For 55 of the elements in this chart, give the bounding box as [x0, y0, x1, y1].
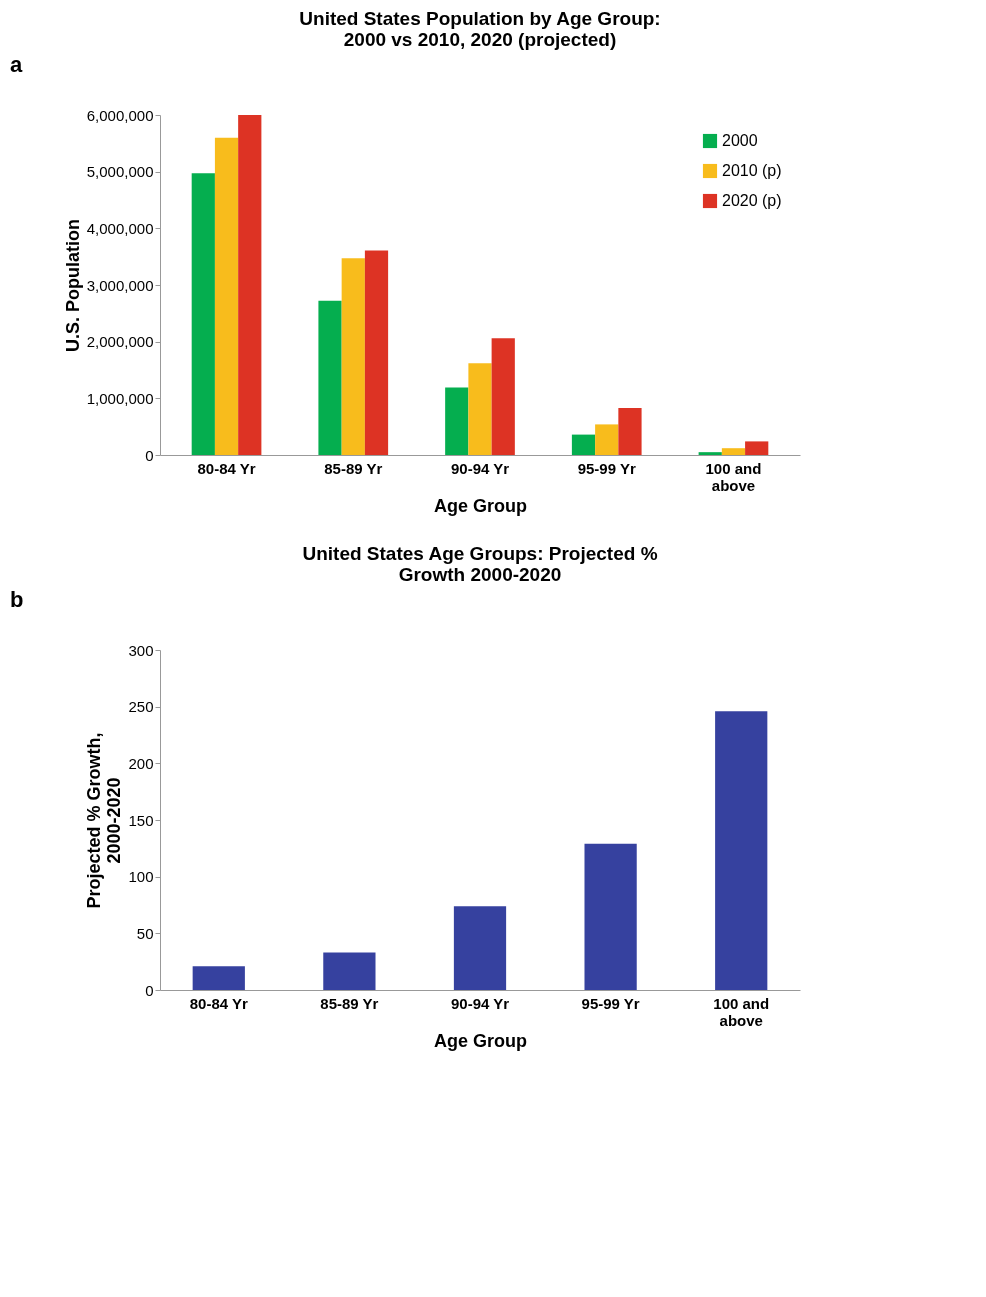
- y-tick-label: 100: [128, 868, 154, 886]
- bar: [595, 424, 619, 455]
- x-tick-label: 100 and above: [705, 459, 762, 494]
- x-tick-label: 100 and above: [713, 994, 770, 1029]
- bar: [584, 843, 637, 990]
- bar: [341, 258, 365, 455]
- bar: [445, 387, 469, 455]
- x-tick-label: 80-84 Yr: [189, 994, 248, 1012]
- x-tick-label: 95-99 Yr: [577, 459, 636, 477]
- y-tick-label: 250: [128, 698, 154, 716]
- y-tick-label: 3,000,000: [86, 276, 154, 294]
- x-tick-label: 85-89 Yr: [324, 459, 383, 477]
- bar: [453, 906, 507, 990]
- chart-title: United States Population by Age Group: 2000 vs 2010, 2020 (projected): [299, 8, 661, 50]
- bar: [214, 137, 239, 455]
- y-tick-label: 5,000,000: [86, 163, 154, 181]
- x-tick-label: 80-84 Yr: [197, 459, 256, 477]
- y-tick-label: 0: [145, 446, 154, 464]
- y-tick-label: 6,000,000: [86, 106, 154, 124]
- bar: [745, 441, 769, 455]
- bar: [571, 434, 596, 455]
- y-tick-label: 4,000,000: [86, 219, 154, 237]
- chart-title: United States Age Groups: Projected % Growth 2000-2020: [302, 543, 658, 585]
- y-tick-label: 1,000,000: [86, 389, 154, 407]
- bar: [323, 952, 376, 990]
- y-tick-label: 0: [145, 981, 154, 999]
- y-tick-label: 300: [128, 641, 154, 659]
- bar: [192, 966, 245, 990]
- y-axis-title: Projected % Growth, 2000-2020: [84, 732, 125, 909]
- x-tick-label: 90-94 Yr: [450, 459, 510, 477]
- bar: [491, 338, 515, 455]
- bar: [238, 115, 262, 455]
- x-tick-label: 90-94 Yr: [450, 994, 510, 1012]
- bar: [468, 363, 492, 455]
- y-tick-label: 50: [136, 924, 154, 942]
- bar: [698, 452, 722, 455]
- bar: [715, 711, 768, 990]
- text: a: [10, 52, 23, 77]
- bar: [364, 250, 389, 455]
- x-axis-title: Age Group: [434, 495, 527, 516]
- y-tick-label: 150: [128, 811, 154, 829]
- legend-label: 2020 (p): [722, 192, 782, 209]
- bar: [191, 173, 215, 455]
- x-axis-title: Age Group: [434, 1030, 527, 1051]
- legend-label: 2010 (p): [722, 162, 782, 179]
- bar: [318, 300, 342, 455]
- x-tick-label: 85-89 Yr: [320, 994, 379, 1012]
- bar: [721, 448, 746, 455]
- y-tick-label: 200: [128, 754, 154, 772]
- y-axis-title: U.S. Population: [62, 219, 83, 352]
- legend-label: 2000: [722, 132, 758, 149]
- bar: [618, 407, 642, 455]
- x-tick-label: 95-99 Yr: [581, 994, 640, 1012]
- y-tick-label: 2,000,000: [86, 333, 154, 351]
- text: b: [10, 587, 24, 612]
